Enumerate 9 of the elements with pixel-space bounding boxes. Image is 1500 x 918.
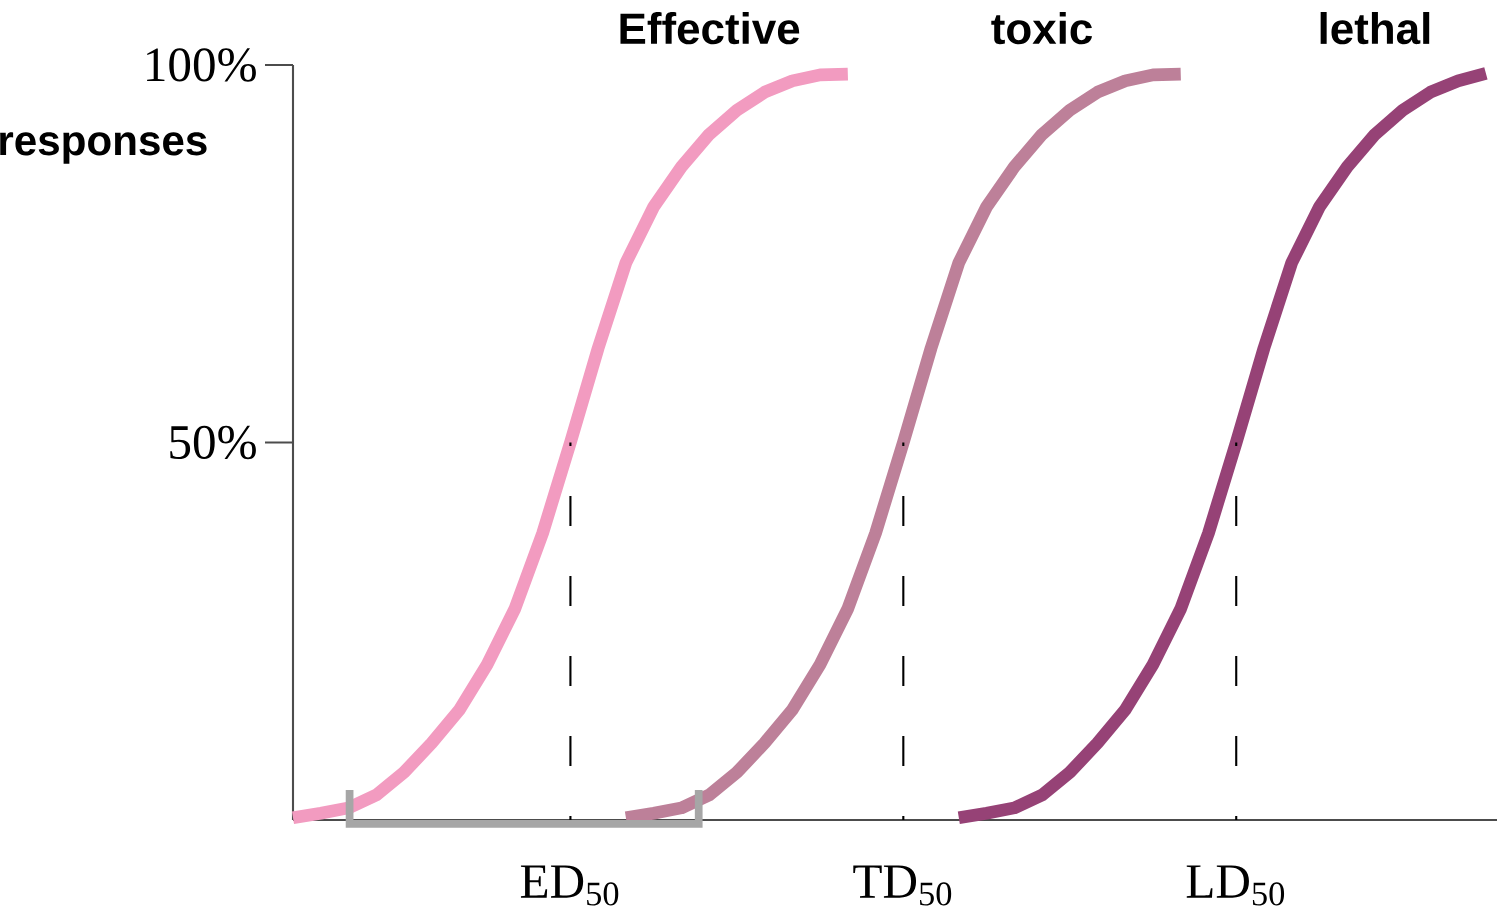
x-tick-label: LD$_{50}$ [1186, 865, 1285, 906]
series-label: toxic [991, 12, 1093, 45]
y-tick-label: 50% [170, 425, 256, 460]
x-tick-label: TD$_{50}$ [853, 865, 952, 906]
y-axis-title: responses [0, 132, 207, 164]
x-tick-label: ED$_{50}$ [520, 865, 619, 906]
series-label: Effective [620, 12, 800, 45]
series-label: lethal [1320, 12, 1430, 45]
y-tick-label: 100% [147, 48, 256, 82]
